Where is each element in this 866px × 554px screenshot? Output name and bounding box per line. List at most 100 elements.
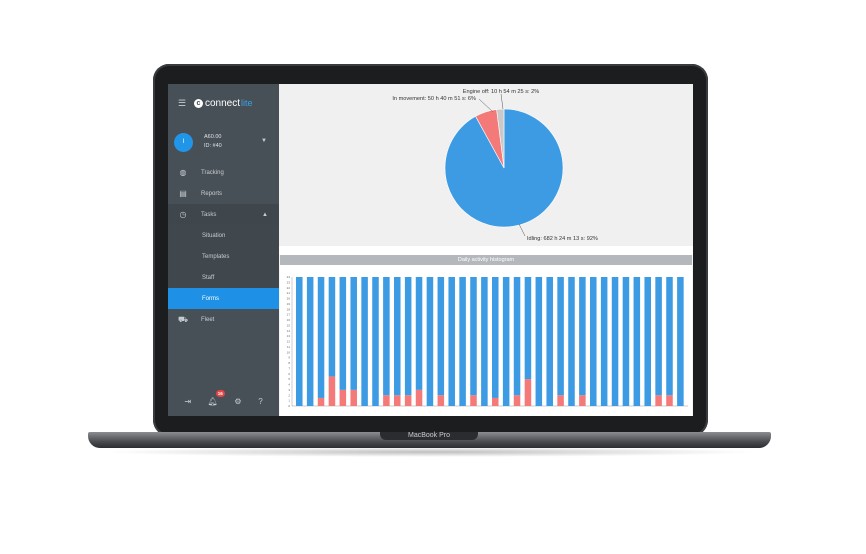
sidebar-item-situation[interactable]: Situation xyxy=(168,225,279,246)
histogram-bar-blue[interactable] xyxy=(437,277,445,396)
histogram-bar-red[interactable] xyxy=(524,379,532,406)
histogram-bar-red[interactable] xyxy=(513,395,521,406)
histogram-bar-red[interactable] xyxy=(470,395,477,406)
histogram-bar-red[interactable] xyxy=(557,395,564,406)
histogram-bar-blue[interactable] xyxy=(448,277,455,406)
histogram-bar-blue[interactable] xyxy=(350,277,357,390)
gear-icon[interactable]: ⚙ xyxy=(234,397,242,406)
sidebar-item-label: Fleet xyxy=(201,316,215,323)
x-tick-mark: · xyxy=(636,409,637,413)
histogram-bar-blue[interactable] xyxy=(502,277,510,406)
histogram-bar-blue[interactable] xyxy=(513,277,521,396)
histogram-bar-blue[interactable] xyxy=(317,277,325,398)
histogram-bar-blue[interactable] xyxy=(557,277,564,396)
x-tick-mark: · xyxy=(517,409,518,413)
logo[interactable]: c connect lite xyxy=(194,98,253,109)
histogram-panel: 0 1 2 3 4 5 6 7 8 9 10 11 12 13 14 15 16 17 18 19 20 21 22 23 24… xyxy=(280,265,692,416)
app-screen: ☰ c connect lite I A60.00 ID: #40 ▼ ◍ Tr… xyxy=(168,84,693,416)
histogram-bar-blue[interactable] xyxy=(372,277,379,406)
histogram-bar-red[interactable] xyxy=(383,395,390,406)
histogram-bar-red[interactable] xyxy=(415,389,423,406)
histogram-bar-blue[interactable] xyxy=(611,277,619,406)
histogram-bar-red[interactable] xyxy=(492,397,499,406)
y-tick-label: 5 xyxy=(288,377,290,381)
sidebar-item-reports[interactable]: ▤ Reports xyxy=(168,183,279,204)
x-tick-mark: · xyxy=(310,409,311,413)
histogram-bar-blue[interactable] xyxy=(600,277,608,406)
sidebar-item-fleet[interactable]: ⛟ Fleet xyxy=(168,309,279,330)
histogram-bar-blue[interactable] xyxy=(535,277,543,406)
y-tick-label: 6 xyxy=(288,372,290,376)
sidebar-item-tracking[interactable]: ◍ Tracking xyxy=(168,162,279,183)
sidebar-item-label: Reports xyxy=(201,190,223,197)
pie-chart: Engine off: 10 h 54 m 25 s: 2%In movemen… xyxy=(392,89,598,242)
histogram-bar-blue[interactable] xyxy=(470,277,477,396)
histogram-bar-blue[interactable] xyxy=(568,277,575,406)
histogram-bar-red[interactable] xyxy=(317,397,325,406)
histogram-bar-blue[interactable] xyxy=(361,277,368,406)
histogram-bar-red[interactable] xyxy=(339,389,347,406)
histogram-bar-red[interactable] xyxy=(350,389,357,406)
x-tick-mark: · xyxy=(571,409,572,413)
histogram-bar-blue[interactable] xyxy=(328,277,336,377)
histogram-bar-red[interactable] xyxy=(394,395,401,406)
x-tick-mark: · xyxy=(408,409,409,413)
x-tick-mark: · xyxy=(429,409,430,413)
histogram-bar-blue[interactable] xyxy=(404,277,412,396)
y-tick-label: 3 xyxy=(288,388,290,392)
histogram-bar-blue[interactable] xyxy=(633,277,641,406)
y-tick-label: 21 xyxy=(287,291,291,295)
x-tick-mark: · xyxy=(647,409,648,413)
globe-icon: ◍ xyxy=(179,168,187,177)
main-content: Engine off: 10 h 54 m 25 s: 2% In movemen… xyxy=(279,84,693,416)
histogram-bar-red[interactable] xyxy=(404,395,412,406)
x-tick-mark: · xyxy=(604,409,605,413)
chevron-down-icon[interactable]: ▼ xyxy=(261,138,267,144)
hamburger-icon[interactable]: ☰ xyxy=(178,97,187,108)
y-tick-label: 17 xyxy=(287,313,291,317)
y-tick-label: 23 xyxy=(287,280,291,284)
help-icon[interactable]: ? xyxy=(258,397,263,406)
histogram-bar-blue[interactable] xyxy=(339,277,347,390)
histogram-bar-blue[interactable] xyxy=(394,277,401,396)
y-tick-label: 1 xyxy=(288,399,290,403)
histogram-bar-blue[interactable] xyxy=(590,277,597,406)
histogram-bar-red[interactable] xyxy=(655,395,662,406)
histogram-bar-blue[interactable] xyxy=(644,277,651,406)
histogram-bar-blue[interactable] xyxy=(622,277,630,406)
sidebar-item-staff[interactable]: Staff xyxy=(168,267,279,288)
y-tick-label: 8 xyxy=(288,361,290,365)
histogram-bar-blue[interactable] xyxy=(383,277,390,396)
sidebar-item-templates[interactable]: Templates xyxy=(168,246,279,267)
x-tick-mark: · xyxy=(669,409,670,413)
histogram-bar-blue[interactable] xyxy=(459,277,466,406)
histogram-bar-red[interactable] xyxy=(328,376,336,406)
histogram-bar-blue[interactable] xyxy=(655,277,662,396)
histogram-bar-red[interactable] xyxy=(666,395,673,406)
bell-icon[interactable]: 🔔︎ 16 xyxy=(207,390,225,406)
y-tick-label: 13 xyxy=(287,334,291,338)
histogram-bar-blue[interactable] xyxy=(415,277,423,390)
pie-slice-engine-off[interactable] xyxy=(496,108,505,169)
histogram-bar-blue[interactable] xyxy=(524,277,532,380)
histogram-bar-blue[interactable] xyxy=(579,277,586,396)
y-tick-label: 16 xyxy=(287,318,291,322)
histogram-bar-red[interactable] xyxy=(579,395,586,406)
histogram-bar-blue[interactable] xyxy=(426,277,434,406)
user-card[interactable]: I A60.00 ID: #40 ▼ xyxy=(168,122,279,162)
histogram-bar-blue[interactable] xyxy=(492,277,499,398)
sidebar-item-tasks[interactable]: ◷ Tasks ▲ xyxy=(168,204,279,225)
user-name: A60.00 xyxy=(204,134,222,140)
histogram-bar-blue[interactable] xyxy=(481,277,488,406)
panel-gap xyxy=(279,246,693,255)
histogram-bar-blue[interactable] xyxy=(677,277,684,406)
histogram-bar-red[interactable] xyxy=(437,395,445,406)
histogram-bar-blue[interactable] xyxy=(666,277,673,396)
histogram-bar-blue[interactable] xyxy=(546,277,553,406)
logout-icon[interactable]: ⇥ xyxy=(184,397,192,406)
x-tick-mark: · xyxy=(582,409,583,413)
histogram-bar-blue[interactable] xyxy=(306,277,314,406)
x-tick-mark: · xyxy=(342,409,343,413)
histogram-bar-blue[interactable] xyxy=(296,277,303,406)
sidebar-item-forms[interactable]: Forms xyxy=(168,288,279,309)
